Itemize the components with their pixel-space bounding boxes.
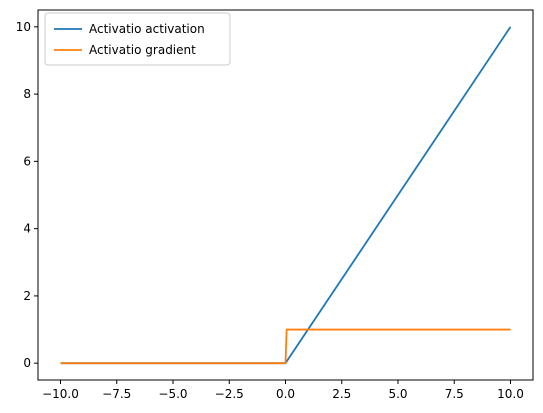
legend: Activatio activation Activatio gradient (44, 12, 231, 66)
x-tick-label: −2.5 (215, 387, 244, 401)
series-line-gradient (60, 328, 511, 365)
y-tick-label: 4 (23, 222, 31, 236)
x-axis: −10.0 −7.5 −5.0 −2.5 0.0 2.5 5.0 7.5 10.0 (42, 380, 524, 401)
x-tick-label: −5.0 (158, 387, 187, 401)
legend-label-gradient: Activatio gradient (89, 43, 196, 57)
y-tick-label: 8 (23, 87, 31, 101)
y-axis: 0 2 4 6 8 10 (16, 20, 38, 370)
x-tick-label: 0.0 (276, 387, 295, 401)
y-tick-label: 10 (16, 20, 31, 34)
y-tick-label: 0 (23, 356, 31, 370)
legend-label-activation: Activatio activation (89, 22, 205, 36)
plot-background (38, 10, 533, 380)
y-tick-label: 6 (23, 154, 31, 168)
x-tick-label: 7.5 (445, 387, 464, 401)
x-tick-label: −10.0 (42, 387, 79, 401)
y-tick-label: 2 (23, 289, 31, 303)
x-tick-label: 2.5 (332, 387, 351, 401)
x-tick-label: 5.0 (388, 387, 407, 401)
legend-box (44, 12, 231, 66)
x-tick-label: 10.0 (497, 387, 524, 401)
series-layer (60, 26, 512, 365)
x-tick-label: −7.5 (102, 387, 131, 401)
